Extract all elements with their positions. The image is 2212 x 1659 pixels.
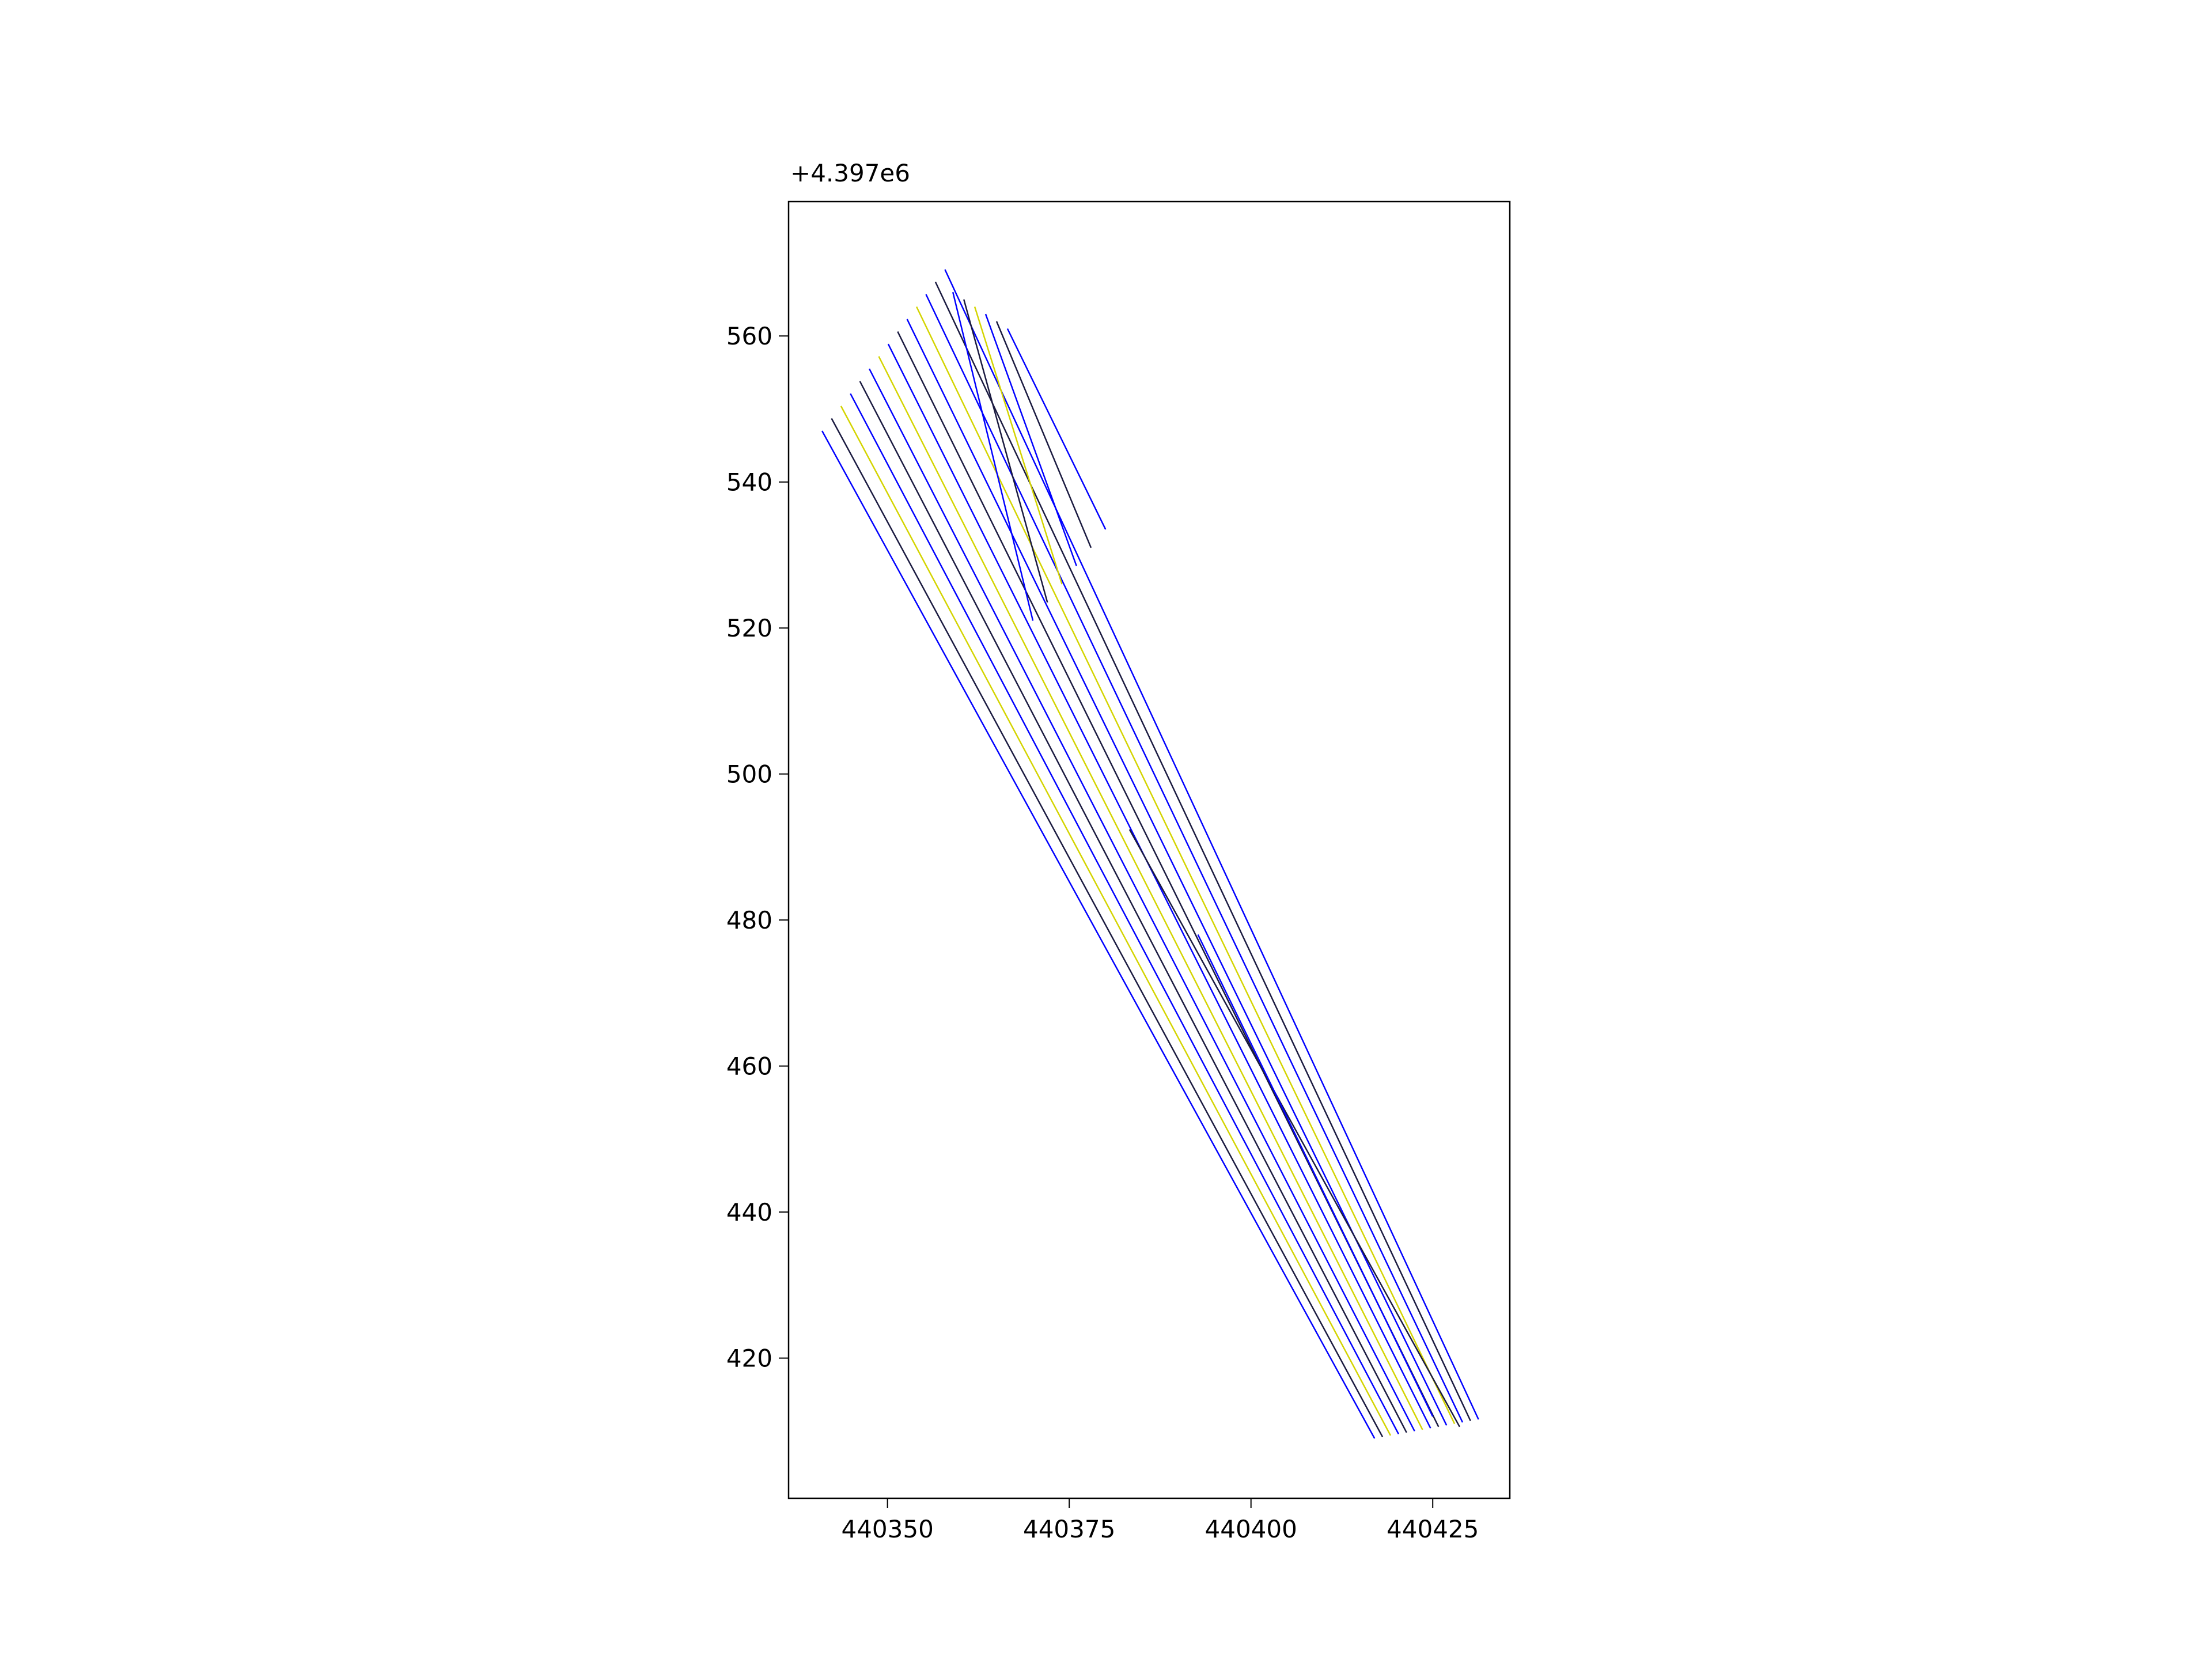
plot-frame [787, 200, 1511, 1499]
y-tick-label: 540 [726, 468, 772, 497]
track-line [840, 406, 1392, 1436]
track-line [1128, 829, 1460, 1427]
x-tick-label: 440400 [1205, 1515, 1297, 1543]
y-tick-label: 460 [726, 1052, 772, 1081]
track-line [984, 313, 1077, 566]
x-tick-label: 440375 [1023, 1515, 1115, 1543]
track-line [831, 418, 1384, 1438]
y-tick-label: 440 [726, 1198, 772, 1226]
track-line [934, 281, 1471, 1422]
track-line [995, 321, 1092, 548]
track-line [821, 430, 1376, 1439]
track-line [859, 381, 1407, 1433]
track-line [850, 393, 1400, 1435]
y-offset-label: +4.397e6 [790, 159, 910, 187]
track-line [974, 306, 1063, 585]
y-tick-label: 480 [726, 906, 772, 934]
y-tick-label: 560 [726, 322, 772, 350]
y-tick-label: 420 [726, 1344, 772, 1373]
track-line [1197, 934, 1434, 1417]
track-line [1006, 328, 1107, 530]
track-line [887, 343, 1431, 1429]
x-tick-label: 440425 [1387, 1515, 1479, 1543]
track-line [952, 291, 1034, 621]
track-line [915, 306, 1456, 1425]
track-line [906, 319, 1448, 1426]
y-tick-label: 500 [726, 760, 772, 789]
track-line [868, 368, 1415, 1431]
track-line [925, 294, 1464, 1423]
track-line [944, 269, 1479, 1420]
track-line [963, 299, 1048, 603]
track-line [878, 356, 1423, 1430]
x-tick-label: 440350 [841, 1515, 933, 1543]
y-tick-label: 520 [726, 614, 772, 642]
